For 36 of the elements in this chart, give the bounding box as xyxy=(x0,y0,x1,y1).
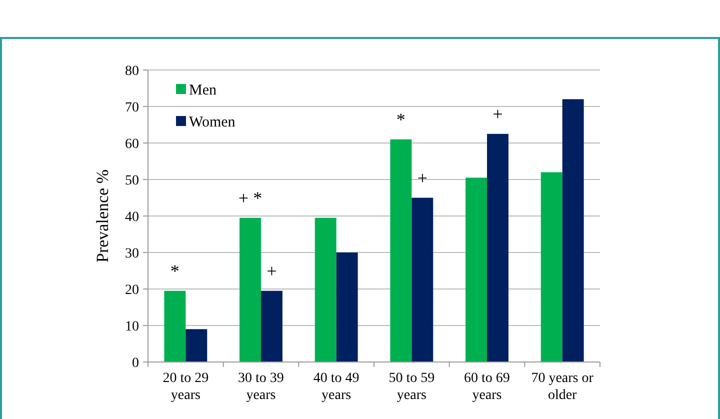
annotation: + * xyxy=(238,188,262,208)
x-tick-label: 50 to 59 years xyxy=(388,371,435,403)
bar xyxy=(261,290,282,362)
y-tick-label: 70 xyxy=(125,100,139,116)
y-tick-label: 10 xyxy=(125,319,139,334)
annotation: + xyxy=(266,260,277,281)
y-axis-title: Prevalence % xyxy=(93,170,112,262)
annotation: + xyxy=(417,168,428,188)
y-tick-label: 40 xyxy=(125,210,139,225)
x-tick-label: 40 to 49 years xyxy=(313,371,360,403)
y-tick-label: 20 xyxy=(125,282,139,298)
y-tick-label: 60 xyxy=(125,136,139,152)
bar xyxy=(164,290,186,362)
x-tick-label: 60 to 69 years xyxy=(464,371,510,403)
bar xyxy=(466,178,487,362)
bar xyxy=(336,252,358,362)
legend-label: Women xyxy=(189,114,236,130)
x-tick-label: 20 to 29 years xyxy=(162,371,209,403)
bar xyxy=(186,329,208,362)
bar xyxy=(540,172,562,362)
bar xyxy=(314,218,336,362)
bar xyxy=(412,198,434,362)
legend-label: Men xyxy=(189,82,217,98)
y-tick-label: 30 xyxy=(125,246,139,262)
bar xyxy=(487,134,508,362)
y-tick-label: 80 xyxy=(125,64,139,79)
annotation: * xyxy=(396,109,406,130)
y-tick-label: 50 xyxy=(125,173,139,188)
bar xyxy=(390,139,412,362)
x-tick-label: 70 years or older xyxy=(531,371,594,403)
bar xyxy=(562,99,584,362)
annotation: * xyxy=(170,260,180,281)
annotation: + xyxy=(492,104,503,124)
y-tick-label: 0 xyxy=(132,356,139,371)
bar xyxy=(240,218,261,362)
x-tick-label: 30 to 39 years xyxy=(238,371,284,403)
